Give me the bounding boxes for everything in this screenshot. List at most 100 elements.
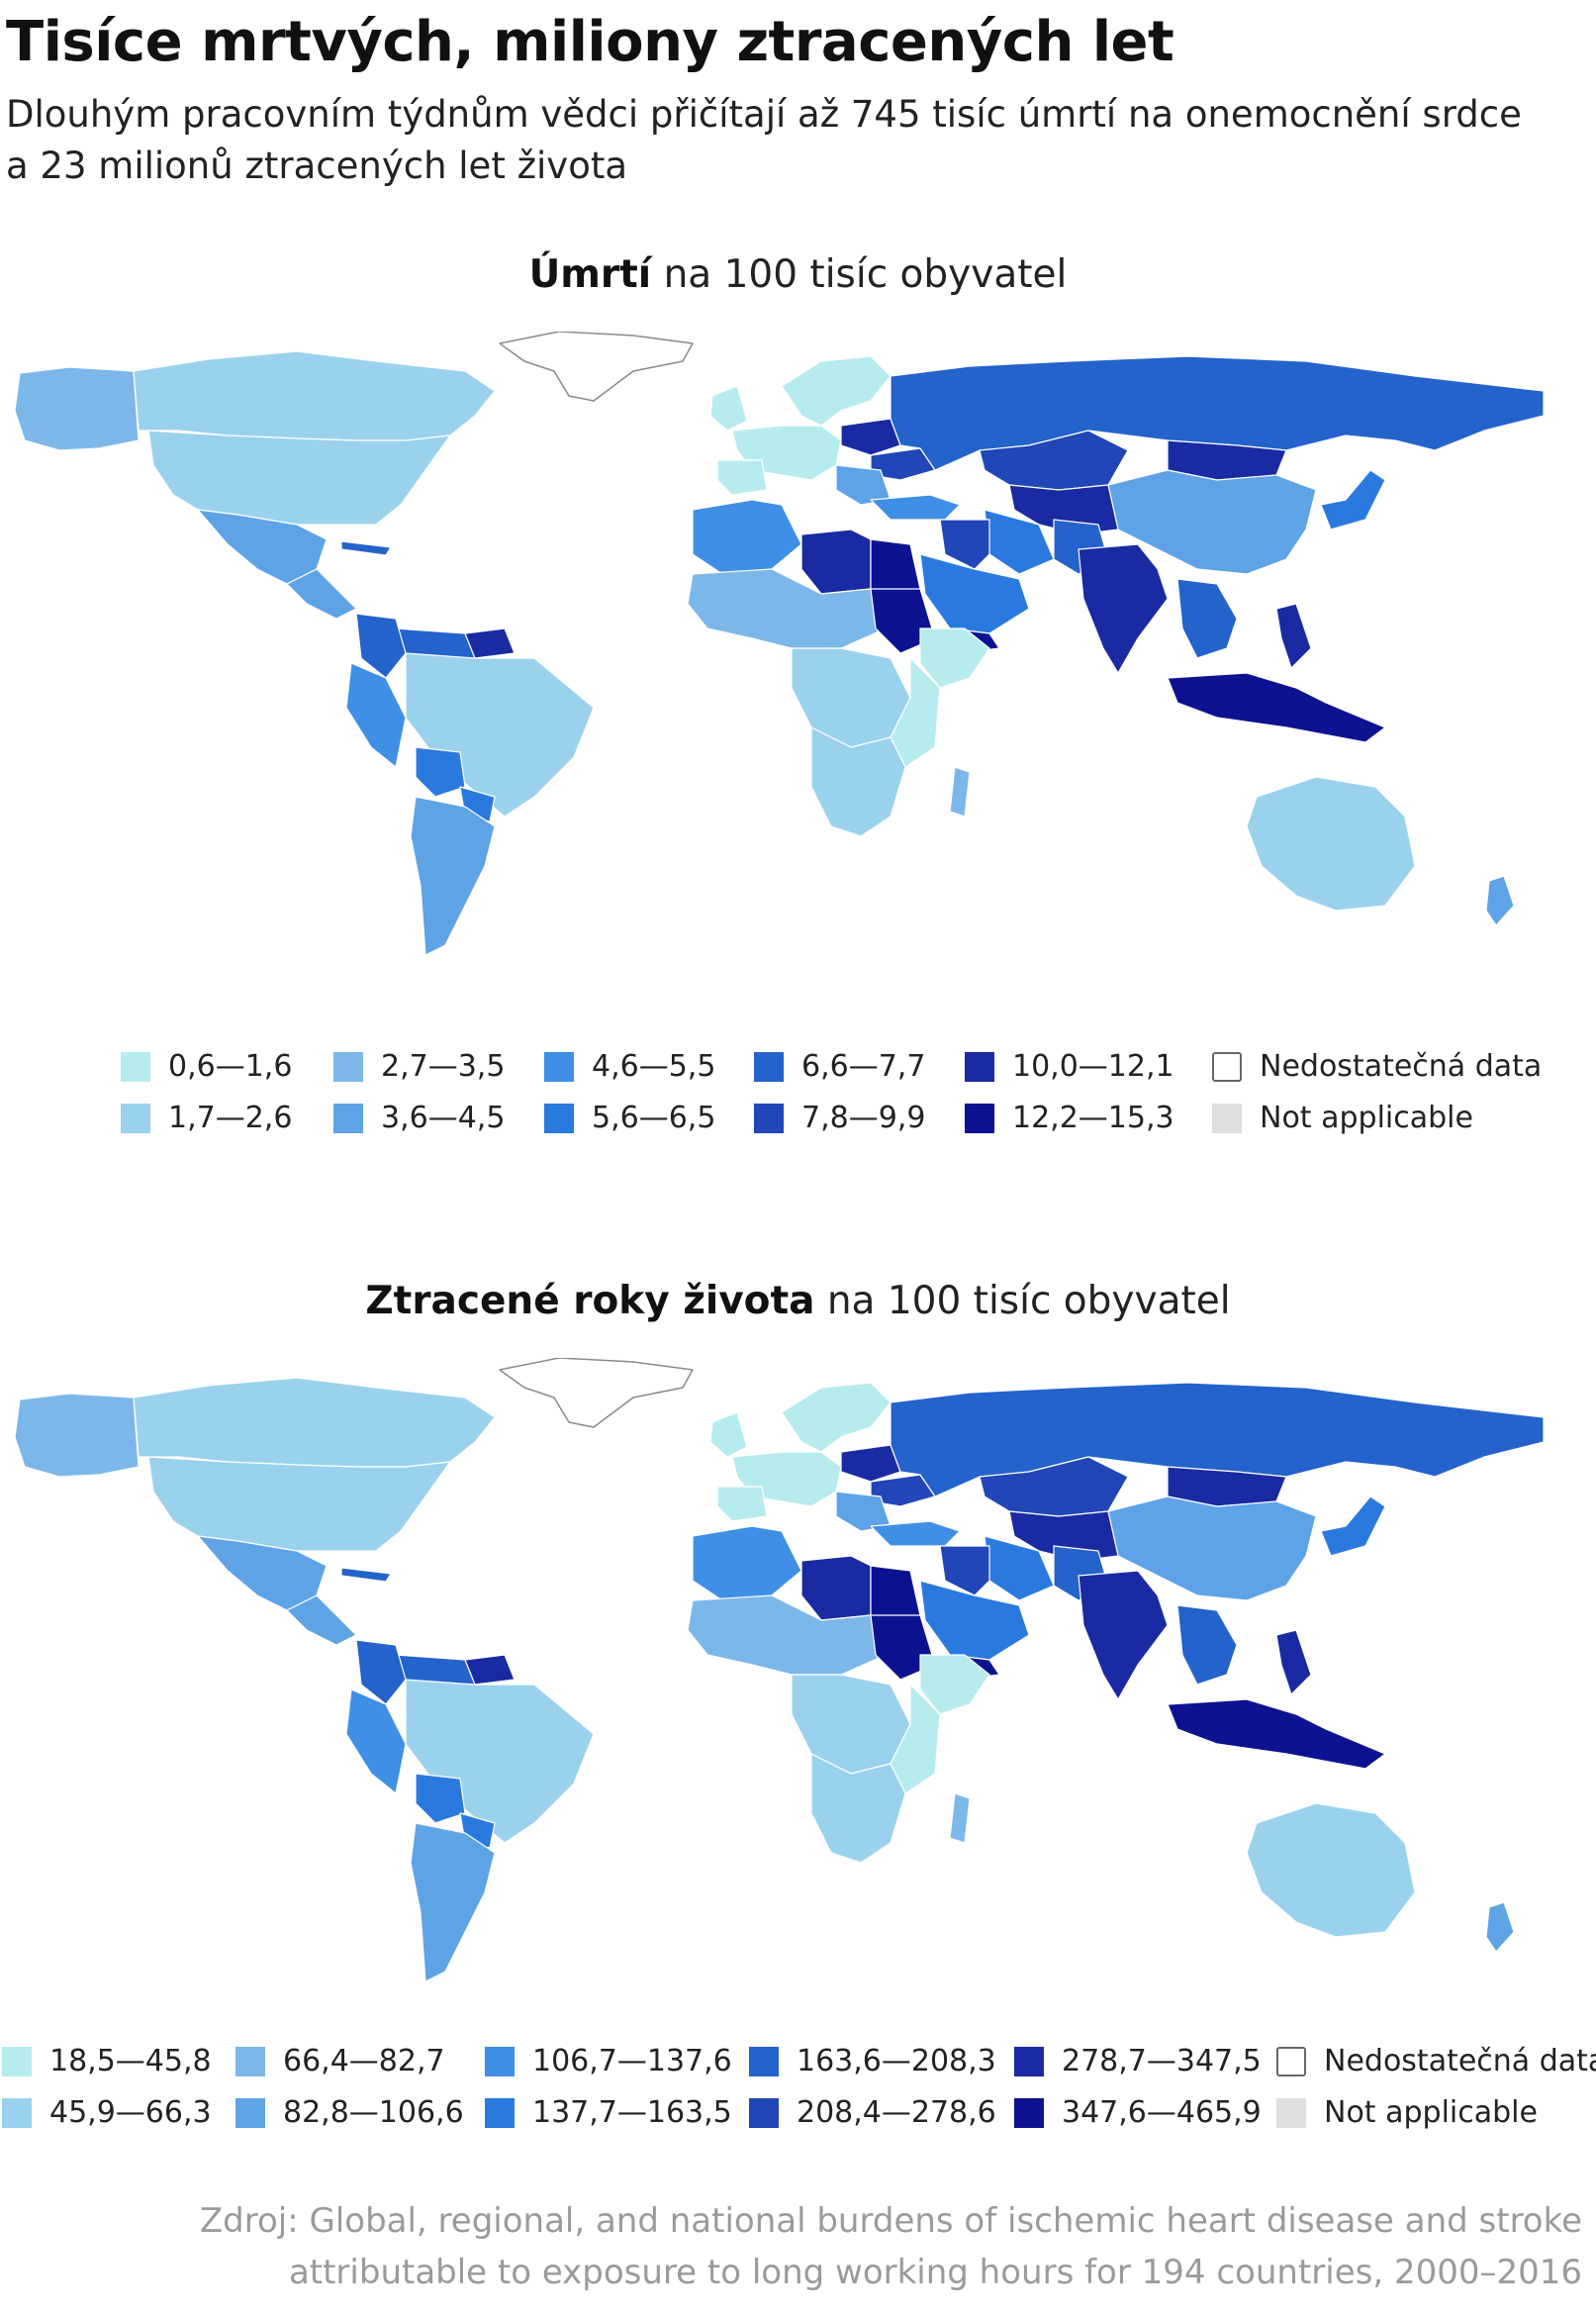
legend-label: 0,6—1,6 (168, 1049, 293, 1084)
legend-swatch (1276, 2046, 1306, 2076)
legend-label: 10,0—12,1 (1012, 1049, 1174, 1084)
japan-korea-region (1320, 469, 1386, 531)
indonesia-region (1167, 672, 1386, 743)
southeast-asia-region (1176, 1604, 1238, 1686)
legend-label: Nedostatečná data (1260, 1049, 1543, 1084)
legend-label: 1,7—2,6 (168, 1101, 293, 1135)
turkey-region (870, 1520, 961, 1547)
legend-label: 347,6—465,9 (1062, 2095, 1262, 2130)
legend-swatch (965, 1103, 994, 1133)
map1-legend-item: 2,7—3,5 (333, 1049, 505, 1084)
indonesia-region (1167, 1698, 1386, 1770)
dalys-world-map (14, 1358, 1545, 1982)
legend-label: 163,6—208,3 (797, 2044, 996, 2078)
map2-legend-item: 18,5—45,8 (2, 2044, 212, 2078)
map2-legend-item: 45,9—66,3 (2, 2095, 212, 2130)
australia-region (1246, 776, 1416, 912)
source-note: Zdroj: Global, regional, and national bu… (199, 2201, 1582, 2292)
legend-label: 45,9—66,3 (49, 2095, 212, 2130)
map2-heading-rest: na 100 tisíc obyvatel (814, 1279, 1231, 1323)
southern-africa-region (810, 1753, 906, 1864)
legend-swatch (2, 2097, 32, 2128)
legend-swatch (2, 2046, 32, 2076)
cuba-region (340, 540, 392, 556)
russia-region (890, 355, 1545, 471)
north-africa-west-region (692, 499, 802, 575)
map2-legend-item: 163,6—208,3 (749, 2044, 996, 2078)
map2-legend-item: 347,6—465,9 (1014, 2095, 1262, 2130)
legend-swatch (1014, 2046, 1044, 2076)
map2-legend-item: 66,4—82,7 (235, 2044, 445, 2078)
map1-legend-item: 4,6—5,5 (544, 1049, 715, 1084)
bolivia-region (415, 1773, 466, 1824)
legend-label: 6,6—7,7 (801, 1049, 926, 1084)
map2-heading: Ztracené roky života na 100 tisíc obyvat… (0, 1279, 1596, 1323)
horn-of-africa-region (919, 1654, 990, 1715)
alaska-region (14, 1393, 140, 1478)
greenland-region (499, 1358, 694, 1428)
canada-region (133, 350, 496, 441)
legend-label: 3,6—4,5 (381, 1101, 506, 1135)
russia-region (890, 1382, 1545, 1497)
legend-label: 7,8—9,9 (801, 1101, 926, 1135)
map2-legend-item: Not applicable (1276, 2095, 1538, 2130)
map1-legend-item: 1,7—2,6 (121, 1101, 292, 1135)
guyana-region (464, 1654, 516, 1686)
map2-legend-item: 278,7—347,5 (1014, 2044, 1262, 2078)
china-region (1107, 469, 1317, 575)
legend-swatch (754, 1103, 784, 1133)
north-africa-west-region (692, 1525, 802, 1601)
legend-label: 137,7—163,5 (532, 2095, 732, 2130)
legend-label: 5,6—6,5 (592, 1101, 716, 1135)
legend-swatch (544, 1051, 574, 1082)
legend-label: 278,7—347,5 (1062, 2044, 1262, 2078)
poland-belarus-region (840, 1444, 901, 1483)
brazil-region (405, 1679, 595, 1844)
greenland-region (499, 332, 694, 402)
map2-legend-item: 137,7—163,5 (485, 2095, 732, 2130)
canada-region (133, 1377, 496, 1468)
map1-heading: Úmrtí na 100 tisíc obyvatel (0, 252, 1596, 297)
legend-swatch (121, 1103, 150, 1133)
legend-label: Not applicable (1324, 2095, 1538, 2130)
horn-of-africa-region (919, 627, 990, 689)
map1-legend-item: 5,6—6,5 (544, 1101, 715, 1135)
legend-swatch (754, 1051, 784, 1082)
australia-region (1246, 1802, 1416, 1938)
map1-legend-item: 3,6—4,5 (333, 1101, 505, 1135)
saudi-arabia-region (919, 553, 1030, 634)
legend-swatch (965, 1051, 994, 1082)
map1-legend-item: 10,0—12,1 (965, 1049, 1174, 1084)
legend-label: 4,6—5,5 (592, 1049, 716, 1084)
saudi-arabia-region (919, 1580, 1030, 1661)
scandinavia-region (781, 355, 892, 427)
legend-label: 106,7—137,6 (532, 2044, 732, 2078)
legend-swatch (544, 1103, 574, 1133)
map1-legend-item: 6,6—7,7 (754, 1049, 925, 1084)
legend-swatch (235, 2097, 265, 2128)
southeast-asia-region (1176, 578, 1238, 659)
cuba-region (340, 1567, 392, 1583)
uk-ireland-region (709, 385, 748, 432)
map1-legend-item: 12,2—15,3 (965, 1101, 1174, 1135)
legend-label: 12,2—15,3 (1012, 1101, 1174, 1135)
japan-korea-region (1320, 1496, 1386, 1557)
legend-label: 18,5—45,8 (49, 2044, 212, 2078)
new-zealand-region (1485, 875, 1515, 926)
alaska-region (14, 366, 140, 451)
map2-legend-item: 82,8—106,6 (235, 2095, 464, 2130)
map1-heading-rest: na 100 tisíc obyvatel (651, 252, 1068, 297)
libya-region (800, 1555, 872, 1621)
philippines-region (1275, 1629, 1312, 1695)
map1-legend-item: Not applicable (1212, 1101, 1473, 1135)
map2-legend-item: Nedostatečná data (1276, 2044, 1596, 2078)
legend-swatch (1212, 1051, 1242, 1082)
map2-legend-item: 106,7—137,6 (485, 2044, 732, 2078)
iberia-region (716, 1486, 768, 1522)
uk-ireland-region (709, 1411, 748, 1458)
bolivia-region (415, 746, 466, 798)
deaths-world-map (14, 332, 1545, 956)
india-region (1078, 1570, 1169, 1700)
legend-label: Not applicable (1260, 1101, 1473, 1135)
china-region (1107, 1496, 1317, 1601)
